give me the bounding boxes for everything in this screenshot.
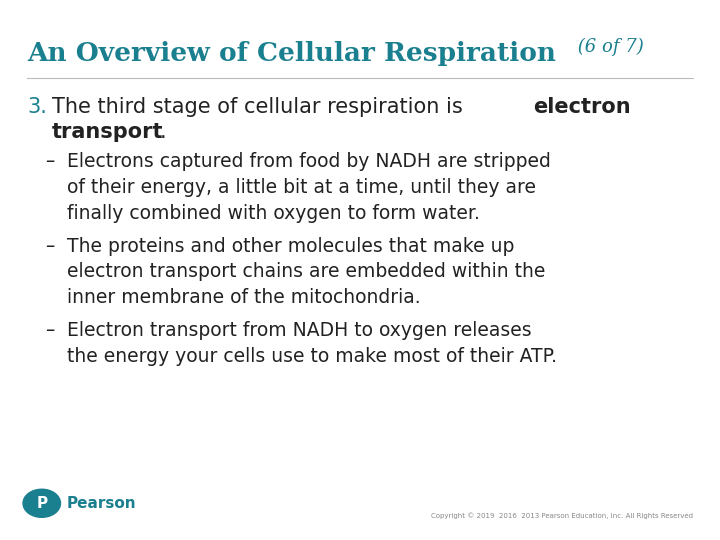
Text: Pearson: Pearson <box>66 496 136 511</box>
Text: .: . <box>160 122 166 141</box>
Text: –: – <box>45 237 54 255</box>
Text: P: P <box>36 496 48 511</box>
Text: An Overview of Cellular Respiration: An Overview of Cellular Respiration <box>27 40 557 65</box>
Text: transport: transport <box>52 122 163 141</box>
Text: –: – <box>45 321 54 340</box>
Text: (6 of 7): (6 of 7) <box>572 38 644 56</box>
Text: Copyright © 2019  2016  2013 Pearson Education, Inc. All Rights Reserved: Copyright © 2019 2016 2013 Pearson Educa… <box>431 513 693 519</box>
Text: Electrons captured from food by NADH are stripped: Electrons captured from food by NADH are… <box>67 152 551 171</box>
Text: electron: electron <box>533 97 631 117</box>
Text: The third stage of cellular respiration is: The third stage of cellular respiration … <box>52 97 469 117</box>
Text: of their energy, a little bit at a time, until they are: of their energy, a little bit at a time,… <box>67 178 536 197</box>
Text: electron transport chains are embedded within the: electron transport chains are embedded w… <box>67 262 545 281</box>
Text: the energy your cells use to make most of their ATP.: the energy your cells use to make most o… <box>67 347 557 366</box>
Text: finally combined with oxygen to form water.: finally combined with oxygen to form wat… <box>67 204 480 223</box>
Text: inner membrane of the mitochondria.: inner membrane of the mitochondria. <box>67 288 420 307</box>
Text: 3.: 3. <box>27 97 48 117</box>
Text: –: – <box>45 152 54 171</box>
Circle shape <box>23 489 60 517</box>
Text: The proteins and other molecules that make up: The proteins and other molecules that ma… <box>67 237 514 255</box>
Text: Electron transport from NADH to oxygen releases: Electron transport from NADH to oxygen r… <box>67 321 531 340</box>
